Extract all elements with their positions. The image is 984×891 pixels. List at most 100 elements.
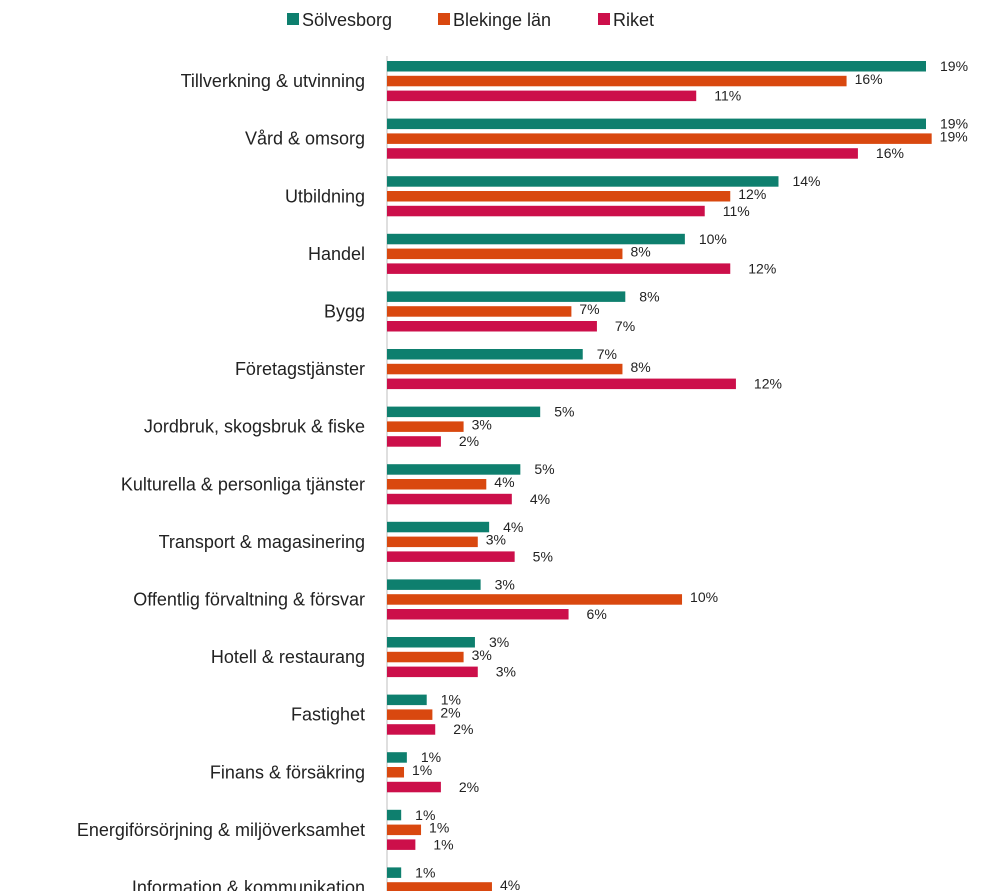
bar-blekinge-lan-transport-and-magasinering [387,536,478,548]
bar-solvesborg-handel [387,233,685,245]
bar-blekinge-lan-fastighet [387,709,433,720]
value-label-riket-utbildning: 11% [723,203,750,219]
value-label-blekinge-lan-transport-and-magasinering: 3% [486,532,506,548]
bar-blekinge-lan-tillverkning-and-utvinning [387,75,847,87]
value-label-blekinge-lan-information-and-kommunikation: 4% [500,877,520,891]
bar-solvesborg-vard-and-omsorg [387,118,926,130]
bar-solvesborg-energiforsorjning-and-miljoverksamhet [387,809,402,821]
value-label-solvesborg-hotell-and-restaurang: 3% [489,634,509,650]
value-label-riket-foretagstjanster: 12% [754,376,782,392]
bar-solvesborg-transport-and-magasinering [387,521,490,533]
value-label-riket-hotell-and-restaurang: 3% [496,664,516,680]
value-label-blekinge-lan-tillverkning-and-utvinning: 16% [855,71,883,87]
bar-solvesborg-hotell-and-restaurang [387,637,475,648]
value-label-riket-vard-and-omsorg: 16% [876,145,904,161]
category-label-finans-and-forsakring: Finans & försäkring [210,762,365,782]
bar-riket-bygg [387,321,597,332]
bar-riket-vard-and-omsorg [387,148,858,159]
value-label-solvesborg-information-and-kommunikation: 1% [415,864,435,880]
value-label-solvesborg-handel: 10% [699,231,727,247]
legend-item-blekinge-lan: Blekinge län [438,10,551,30]
bar-solvesborg-tillverkning-and-utvinning [387,61,926,72]
bar-riket-handel [387,263,731,274]
value-label-solvesborg-offentlig-forvaltning-and-forsvar: 3% [495,576,515,592]
value-label-blekinge-lan-finans-and-forsakring: 1% [412,762,432,778]
bar-solvesborg-finans-and-forsakring [387,752,407,763]
value-label-riket-handel: 12% [748,260,776,276]
bar-solvesborg-kulturella-and-personliga-tjanster [387,464,521,475]
bar-blekinge-lan-foretagstjanster [387,363,623,375]
bars [387,61,932,891]
category-label-foretagstjanster: Företagstjänster [235,359,365,379]
value-label-solvesborg-jordbruk-skogsbruk-and-fiske: 5% [554,404,574,420]
category-label-information-and-kommunikation: Information & kommunikation [132,877,365,891]
value-label-solvesborg-energiforsorjning-and-miljoverksamhet: 1% [415,807,435,823]
legend-swatch [287,13,299,25]
category-label-transport-and-magasinering: Transport & magasinering [159,532,365,552]
bar-blekinge-lan-kulturella-and-personliga-tjanster [387,479,487,490]
bar-solvesborg-bygg [387,291,626,302]
value-label-riket-energiforsorjning-and-miljoverksamhet: 1% [433,836,453,852]
legend-item-solvesborg: Sölvesborg [287,10,392,30]
value-label-solvesborg-bygg: 8% [639,288,659,304]
bar-solvesborg-jordbruk-skogsbruk-and-fiske [387,406,541,418]
category-label-jordbruk-skogsbruk-and-fiske: Jordbruk, skogsbruk & fiske [144,417,365,437]
value-label-solvesborg-fastighet: 1% [441,692,461,708]
bar-riket-energiforsorjning-and-miljoverksamhet [387,839,416,850]
bar-riket-utbildning [387,205,705,217]
value-label-blekinge-lan-kulturella-and-personliga-tjanster: 4% [494,474,514,490]
bar-riket-offentlig-forvaltning-and-forsvar [387,609,569,620]
bar-solvesborg-foretagstjanster [387,349,583,360]
legend-swatch [438,13,450,25]
category-label-vard-and-omsorg: Vård & omsorg [245,129,365,149]
value-label-blekinge-lan-energiforsorjning-and-miljoverksamhet: 1% [429,820,449,836]
legend-item-riket: Riket [598,10,654,30]
bar-blekinge-lan-offentlig-forvaltning-and-forsvar [387,594,683,605]
value-label-riket-offentlig-forvaltning-and-forsvar: 6% [587,606,607,622]
bar-blekinge-lan-finans-and-forsakring [387,767,405,778]
category-label-hotell-and-restaurang: Hotell & restaurang [211,647,365,667]
value-label-blekinge-lan-hotell-and-restaurang: 3% [472,647,492,663]
bar-blekinge-lan-handel [387,248,623,260]
category-label-offentlig-forvaltning-and-forsvar: Offentlig förvaltning & försvar [133,589,365,609]
legend: Sölvesborg Blekinge län Riket [287,10,654,30]
bar-riket-tillverkning-and-utvinning [387,90,697,102]
value-label-solvesborg-foretagstjanster: 7% [597,346,617,362]
bar-blekinge-lan-information-and-kommunikation [387,882,492,891]
bar-riket-jordbruk-skogsbruk-and-fiske [387,436,441,447]
bar-riket-hotell-and-restaurang [387,666,478,678]
bar-riket-fastighet [387,724,436,735]
value-label-blekinge-lan-handel: 8% [630,244,650,260]
value-label-solvesborg-transport-and-magasinering: 4% [503,519,523,535]
category-label-tillverkning-and-utvinning: Tillverkning & utvinning [181,71,365,91]
category-label-handel: Handel [308,244,365,264]
category-label-fastighet: Fastighet [291,705,365,725]
value-label-riket-tillverkning-and-utvinning: 11% [714,88,741,104]
category-label-kulturella-and-personliga-tjanster: Kulturella & personliga tjänster [121,474,365,494]
category-label-bygg: Bygg [324,301,365,321]
legend-label: Sölvesborg [302,10,392,30]
bar-blekinge-lan-jordbruk-skogsbruk-and-fiske [387,421,464,432]
value-label-blekinge-lan-foretagstjanster: 8% [630,359,650,375]
value-label-riket-transport-and-magasinering: 5% [533,548,553,564]
value-label-riket-finans-and-forsakring: 2% [459,779,479,795]
value-label-solvesborg-tillverkning-and-utvinning: 19% [940,58,968,74]
bar-solvesborg-offentlig-forvaltning-and-forsvar [387,579,481,590]
bar-riket-kulturella-and-personliga-tjanster [387,493,512,505]
value-label-solvesborg-vard-and-omsorg: 19% [940,116,968,132]
bar-blekinge-lan-utbildning [387,191,731,202]
legend-label: Riket [613,10,654,30]
legend-swatch [598,13,610,25]
category-label-utbildning: Utbildning [285,186,365,206]
bar-blekinge-lan-bygg [387,306,572,317]
bar-solvesborg-fastighet [387,694,427,706]
bar-blekinge-lan-hotell-and-restaurang [387,651,464,663]
bar-riket-foretagstjanster [387,378,736,390]
value-label-blekinge-lan-bygg: 7% [579,301,599,317]
value-label-riket-fastighet: 2% [453,721,473,737]
value-label-solvesborg-finans-and-forsakring: 1% [421,749,441,765]
value-label-blekinge-lan-utbildning: 12% [738,186,766,202]
bar-riket-finans-and-forsakring [387,781,441,793]
value-label-solvesborg-utbildning: 14% [792,173,820,189]
